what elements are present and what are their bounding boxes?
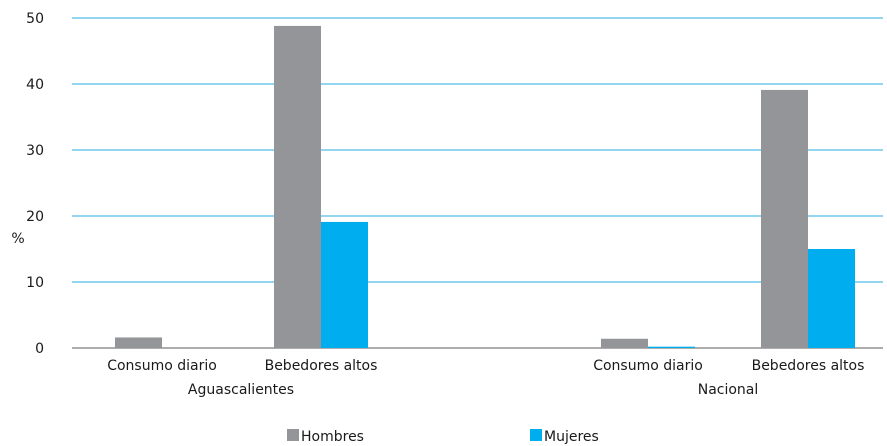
y-axis-ticks: 0 10 20 30 40 50 [26, 11, 44, 357]
bar-hombres-3 [761, 89, 808, 348]
bar-hombres-0 [115, 337, 162, 348]
legend-swatch-mujeres [530, 429, 542, 441]
group-labels: Aguascalientes Nacional [188, 382, 758, 398]
group-label: Nacional [698, 382, 759, 398]
bar-hombres-1 [274, 25, 321, 348]
category-label: Bebedores altos [265, 358, 378, 374]
category-label: Bebedores altos [752, 358, 865, 374]
category-label: Consumo diario [593, 358, 703, 374]
y-tick-label: 50 [26, 11, 44, 27]
group-label: Aguascalientes [188, 382, 294, 398]
legend-swatch-hombres [287, 429, 299, 441]
legend-label-hombres: Hombres [301, 429, 364, 445]
bar-mujeres-1 [321, 221, 368, 348]
bar-mujeres-3 [808, 249, 855, 348]
y-tick-label: 30 [26, 143, 44, 159]
category-labels: Consumo diario Bebedores altos Consumo dia… [107, 358, 864, 374]
y-tick-label: 40 [26, 77, 44, 93]
gridlines [72, 17, 883, 349]
bar-mujeres-2 [648, 346, 695, 348]
legend-label-mujeres: Mujeres [544, 429, 599, 445]
category-label: Consumo diario [107, 358, 217, 374]
y-tick-label: 0 [35, 341, 44, 357]
bars [115, 25, 855, 348]
bar-hombres-2 [601, 338, 648, 348]
y-axis-label: % [11, 231, 24, 247]
y-tick-label: 10 [26, 275, 44, 291]
y-tick-label: 20 [26, 209, 44, 225]
legend: Hombres Mujeres [287, 429, 599, 445]
